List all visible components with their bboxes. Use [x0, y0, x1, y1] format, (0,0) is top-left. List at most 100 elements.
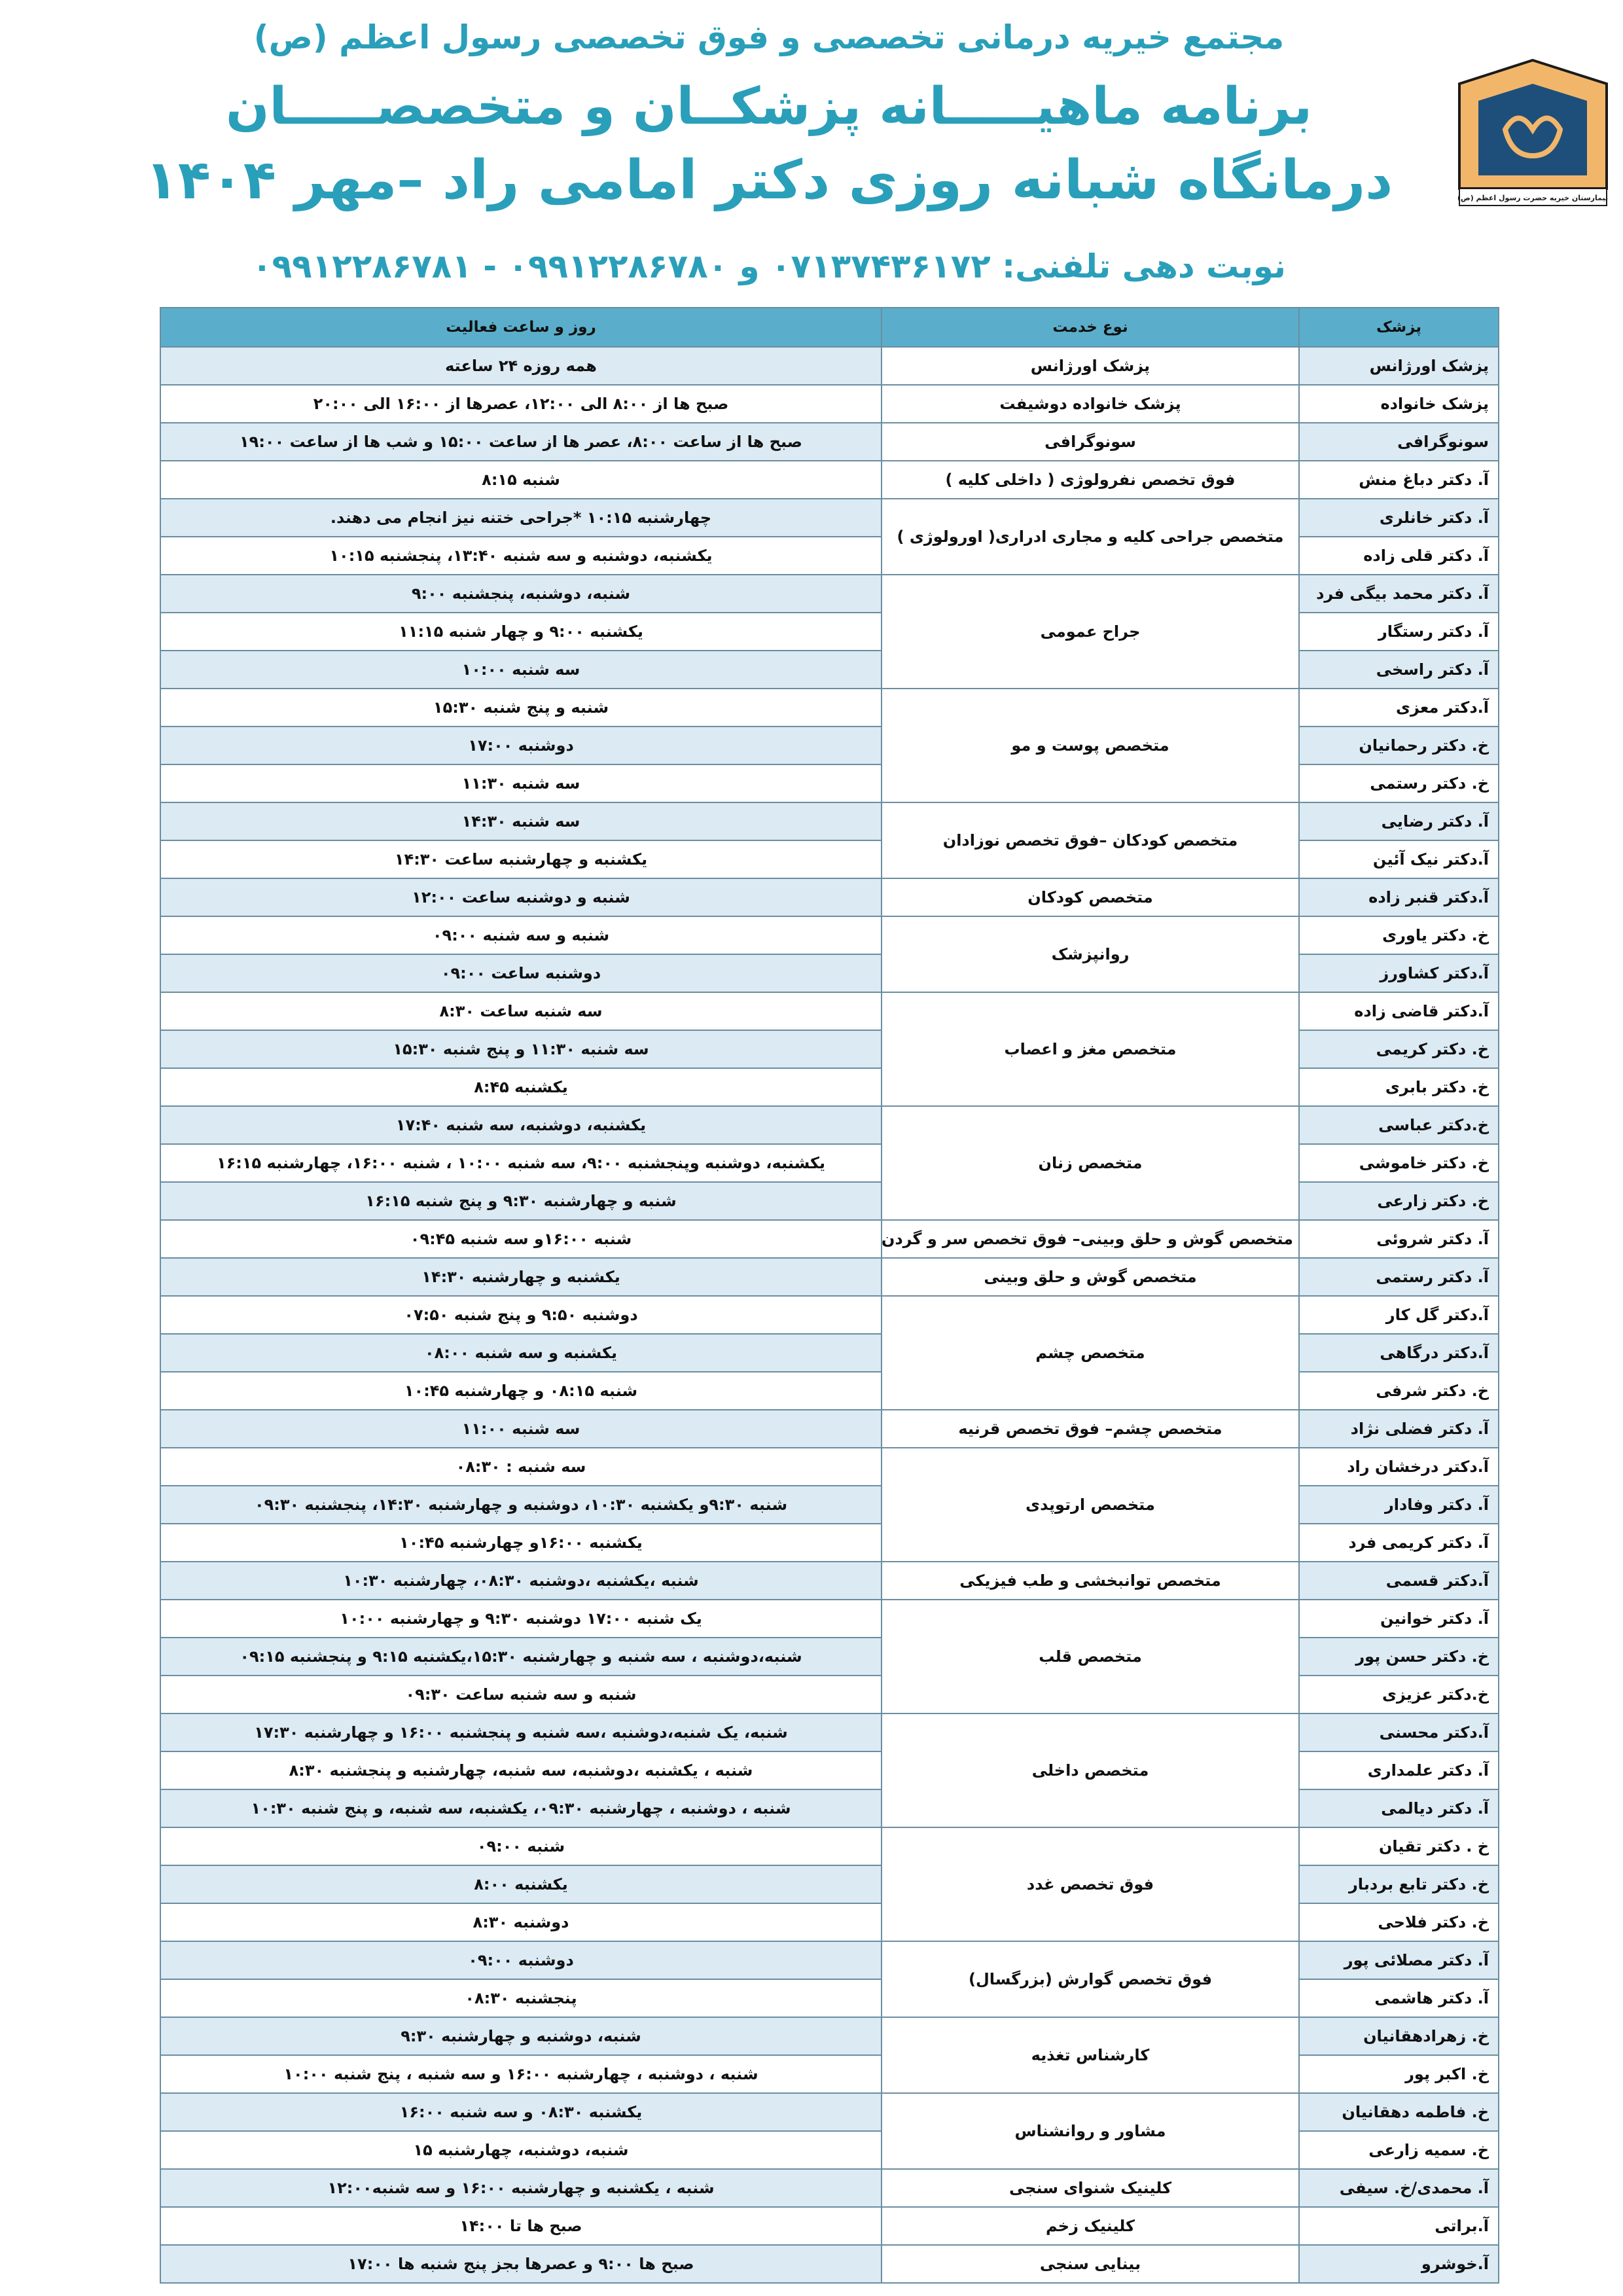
table-row: آ. دکتر قلی زاده یکشنبه، دوشنبه و سه شنبه… [160, 536, 1499, 575]
schedule-table: پزشک نوع خدمت روز و ساعت فعالیت پزشک اور… [160, 307, 1499, 2284]
column-header: نوع خدمت [881, 307, 1300, 348]
schedule-cell: چهارشنبه ۱۰:۱۵ *جراحی ختنه نیز انجام می … [160, 498, 882, 537]
schedule-cell: شنبه، دوشنبه، پنجشنبه ۹:۰۰ [160, 574, 882, 613]
service-cell: روانپزشک [881, 916, 1300, 993]
service-cell: متخصص قلب [881, 1599, 1300, 1714]
schedule-cell: شنبه، دوشنبه و چهارشنبه ۹:۳۰ [160, 2017, 882, 2056]
table-row: خ. دکتر خاموشی یکشنبه، دوشنبه وپنجشنبه ۹:… [160, 1143, 1499, 1183]
doctor-cell: سونوگرافی [1298, 422, 1499, 461]
table-row: آ. دکتر وفادار شنبه ۹:۳۰و یکشنبه ۱۰:۳۰، د… [160, 1485, 1499, 1524]
table-row: خ. دکتر زارعی شنبه و چهارشنبه ۹:۳۰ و پنج … [160, 1181, 1499, 1221]
doctor-cell: آ.دکتر معزی [1298, 688, 1499, 727]
doctor-cell: خ. سمیه زارعی [1298, 2130, 1499, 2170]
doctor-cell: آ.دکتر محسنی [1298, 1713, 1499, 1752]
column-header: پزشک [1298, 307, 1499, 348]
doctor-cell: آ. دکتر شروئی [1298, 1219, 1499, 1259]
table-row: خ. دکتر حسن پور شنبه،دوشنبه ، سه شنبه و چ… [160, 1637, 1499, 1676]
schedule-cell: سه شنبه ۱۱:۳۰ [160, 764, 882, 803]
header-row: پزشک نوع خدمت روز و ساعت فعالیت [160, 307, 1499, 348]
service-cell: متخصص جراحی کلیه و مجاری ادراری( اورولوژ… [881, 498, 1300, 575]
service-cell: جراح عمومی [881, 574, 1300, 689]
table-row: آ. دکتر راسخی سه شنبه ۱۰:۰۰ [160, 650, 1499, 689]
doctor-cell: خ. دکتر کریمی [1298, 1030, 1499, 1069]
service-cell: متخصص توانبخشی و طب فیزیکی [881, 1561, 1300, 1600]
schedule-cell: دوشنبه ۸:۳۰ [160, 1903, 882, 1942]
schedule-cell: صبح ها ۹:۰۰ و عصرها بجز پنج شنبه ها ۱۷:۰… [160, 2244, 882, 2284]
schedule-cell: سه شنبه ۱۴:۳۰ [160, 802, 882, 841]
service-cell: متخصص چشم– فوق تخصص قرنیه [881, 1409, 1300, 1448]
table-row: خ.دکتر عزیزی شنبه و سه شنبه ساعت ۰۹:۳۰ [160, 1675, 1499, 1714]
schedule-cell: شنبه،دوشنبه ، سه شنبه و چهارشنبه ۱۵:۳۰،ی… [160, 1637, 882, 1676]
doctor-cell: آ. محمدی/خ. سیفی [1298, 2168, 1499, 2208]
schedule-cell: سه شنبه ۱۰:۰۰ [160, 650, 882, 689]
doctor-cell: آ. دکتر هاشمی [1298, 1979, 1499, 2018]
logo-emblem [1502, 115, 1563, 159]
doctor-cell: آ.دکتر درگاهی [1298, 1333, 1499, 1372]
service-cell: متخصص گوش و حلق وبینی– فوق تخصص سر و گرد… [881, 1219, 1300, 1259]
doctor-cell: آ.دکتر قنبر زاده [1298, 878, 1499, 917]
table-row: آ.دکتر درخشان راد متخصص ارتوپدی سه شنبه : … [160, 1447, 1499, 1562]
table-row: آ. دکتر هاشمی پنجشنبه ۰۸:۳۰ [160, 1979, 1499, 2018]
table-row: آ. دکتر خانلری متخصص جراحی کلیه و مجاری ا… [160, 498, 1499, 575]
table-row: خ. دکتر فلاحی دوشنبه ۸:۳۰ [160, 1903, 1499, 1942]
doctor-cell: آ. دکتر مصلائی پور [1298, 1941, 1499, 1980]
doctor-cell: آ.دکتر درخشان راد [1298, 1447, 1499, 1486]
table-row: آ.دکتر قسمی متخصص توانبخشی و طب فیزیکی شنب… [160, 1561, 1499, 1600]
service-cell: متخصص چشم [881, 1295, 1300, 1410]
doctor-cell: خ. فاطمه دهقانیان [1298, 2092, 1499, 2132]
logo-band [1459, 188, 1607, 206]
logo-text: بیمارستان خیریه حضرت رسول اعظم (ص) [1457, 194, 1608, 202]
service-cell: متخصص گوش و حلق وبینی [881, 1257, 1300, 1297]
doctor-cell: آ. دکتر وفادار [1298, 1485, 1499, 1524]
table-row: آ.دکتر درگاهی یکشنبه و سه شنبه ۰۸:۰۰ [160, 1333, 1499, 1372]
schedule-cell: یکشنبه ۸:۴۵ [160, 1067, 882, 1107]
schedule-cell: شنبه ۹:۳۰و یکشنبه ۱۰:۳۰، دوشنبه و چهارشن… [160, 1485, 882, 1524]
table-row: سونوگرافی سونوگرافی صبح ها از ساعت ۸:۰۰، ع… [160, 422, 1499, 461]
service-cell: متخصص داخلی [881, 1713, 1300, 1828]
schedule-cell: همه روزه ۲۴ ساعته [160, 346, 882, 386]
schedule-cell: پنجشنبه ۰۸:۳۰ [160, 1979, 882, 2018]
doctor-cell: آ.خوشرو [1298, 2244, 1499, 2284]
table-row: خ. دکتر شرفی شنبه ۰۸:۱۵ و چهارشنبه ۱۰:۴۵ [160, 1371, 1499, 1410]
schedule-cell: یکشنبه ۰۸:۳۰ و سه شنبه ۱۶:۰۰ [160, 2092, 882, 2132]
schedule-cell: شنبه ، یکشنبه ،دوشنبه، سه شنبه، چهارشنبه… [160, 1751, 882, 1790]
schedule-cell: یکشنبه، دوشنبه، سه شنبه ۱۷:۴۰ [160, 1105, 882, 1145]
service-cell: فوق تخصص نفرولوژی ( داخلی کلیه ) [881, 460, 1300, 499]
doctor-cell: آ.دکتر نیک آئین [1298, 840, 1499, 879]
doctor-cell: آ.دکتر قاضی زاده [1298, 992, 1499, 1031]
table-row: آ. دکتر فضلی نژاد متخصص چشم– فوق تخصص قرن… [160, 1409, 1499, 1448]
table-row: آ.دکتر معزی متخصص پوست و مو شنبه و پنج شنب… [160, 688, 1499, 803]
schedule-cell: یکشنبه، دوشنبه وپنجشنبه ۹:۰۰، سه شنبه ۱۰… [160, 1143, 882, 1183]
schedule-cell: یک شنبه ۱۷:۰۰ دوشنبه ۹:۳۰ و چهارشنبه ۱۰:… [160, 1599, 882, 1638]
service-cell: کلینیک زخم [881, 2206, 1300, 2246]
doctor-cell: خ. دکتر حسن پور [1298, 1637, 1499, 1676]
schedule-cell: شنبه و سه شنبه ساعت ۰۹:۳۰ [160, 1675, 882, 1714]
schedule-cell: شنبه و چهارشنبه ۹:۳۰ و پنج شنبه ۱۶:۱۵ [160, 1181, 882, 1221]
table-row: آ. دکتر شروئی متخصص گوش و حلق وبینی– فوق … [160, 1219, 1499, 1259]
service-cell: سونوگرافی [881, 422, 1300, 461]
table-row: خ. زهرادهقانیان کارشناس تغذیه شنبه، دوشنبه… [160, 2017, 1499, 2094]
doctor-cell: خ. دکتر رحمانیان [1298, 726, 1499, 765]
table-row: آ.خوشرو بینایی سنجی صبح ها ۹:۰۰ و عصرها بج… [160, 2244, 1499, 2284]
table-row: آ. دکتر مصلائی پور فوق تخصص گوارش (بزرگسا… [160, 1941, 1499, 2018]
doctor-cell: آ. دکتر راسخی [1298, 650, 1499, 689]
table-row: خ. اکبر پور شنبه ، دوشنبه ، چهارشنبه ۱۶:۰… [160, 2054, 1499, 2094]
schedule-cell: صبح ها تا ۱۴:۰۰ [160, 2206, 882, 2246]
schedule-cell: شنبه ، دوشنبه ، چهارشنبه ۰۹:۳۰، یکشنبه، … [160, 1789, 882, 1828]
table-row: خ. فاطمه دهقانیان مشاور و روانشناس یکشنبه … [160, 2092, 1499, 2170]
doctor-cell: خ. دکتر تابع بردبار [1298, 1865, 1499, 1904]
service-cell: متخصص زنان [881, 1105, 1300, 1221]
schedule-cell: شنبه ، یکشنبه و چهارشنبه ۱۶:۰۰ و سه شنبه… [160, 2168, 882, 2208]
doctor-cell: خ. دکتر بابری [1298, 1067, 1499, 1107]
service-cell: فوق تخصص غدد [881, 1827, 1300, 1942]
schedule-cell: یکشنبه، دوشنبه و سه شنبه ۱۳:۴۰، پنجشنبه … [160, 536, 882, 575]
table-row: خ. سمیه زارعی شنبه، دوشنبه، چهارشنبه ۱۵ [160, 2130, 1499, 2170]
doctor-cell: آ. دکتر علمداری [1298, 1751, 1499, 1790]
doctor-cell: خ. دکتر یاوری [1298, 916, 1499, 955]
table-row: پزشک اورژانس پزشک اورژانس همه روزه ۲۴ ساعت… [160, 346, 1499, 386]
table-row: آ. محمدی/خ. سیفی کلینیک شنوای سنجی شنبه ، … [160, 2168, 1499, 2208]
doctor-cell: آ.دکتر کشاورز [1298, 954, 1499, 993]
schedule-cell: شنبه و دوشنبه ساعت ۱۲:۰۰ [160, 878, 882, 917]
